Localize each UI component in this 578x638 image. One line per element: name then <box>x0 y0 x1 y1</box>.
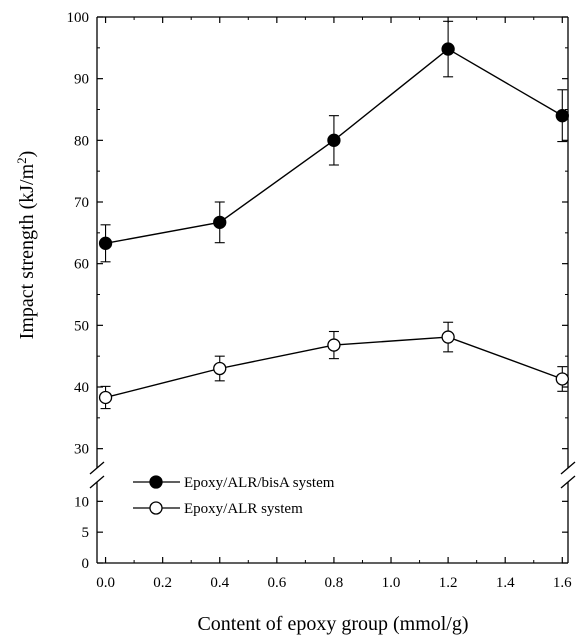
y-tick-label: 30 <box>74 442 89 458</box>
data-point <box>213 361 227 376</box>
x-tick-label: 0.4 <box>210 575 229 591</box>
series-epoxy-alr-bisa <box>98 20 569 263</box>
x-axis-title: Content of epoxy group (mmol/g) <box>197 613 468 635</box>
data-point <box>98 390 113 405</box>
axis-break-mark-left <box>89 461 105 475</box>
legend-item: Epoxy/ALR system <box>133 501 303 517</box>
y-tick-label: 50 <box>74 318 89 334</box>
series-layer <box>98 20 569 410</box>
y-tick-label: 5 <box>82 525 90 541</box>
y-axis-title-end: ) <box>16 151 38 158</box>
x-tick-label: 0.8 <box>325 575 344 591</box>
y-axis-ticks: 30 40 50 60 70 80 90 100 0 5 10 <box>67 10 568 572</box>
data-point <box>441 330 455 344</box>
data-point <box>555 109 569 123</box>
legend-marker <box>149 475 163 489</box>
y-tick-label: 70 <box>74 195 89 211</box>
legend-marker <box>149 501 163 515</box>
series-epoxy-alr <box>98 321 569 410</box>
data-point <box>555 372 569 386</box>
x-tick-label: 0.2 <box>153 575 172 591</box>
data-point <box>98 236 113 250</box>
legend: Epoxy/ALR/bisA system Epoxy/ALR system <box>133 475 335 517</box>
y-tick-label: 90 <box>74 72 89 88</box>
x-tick-label: 1.2 <box>439 575 458 591</box>
x-tick-label: 0.0 <box>96 575 115 591</box>
legend-item: Epoxy/ALR/bisA system <box>133 475 335 491</box>
y-tick-label: 100 <box>67 10 90 26</box>
x-tick-label: 1.0 <box>382 575 401 591</box>
y-axis-title-sup: 2 <box>14 157 29 164</box>
y-tick-label: 60 <box>74 257 89 273</box>
x-axis-ticks: 0.0 0.2 0.4 0.6 0.8 1.0 1.2 1.4 1.6 <box>96 17 572 591</box>
x-tick-label: 0.6 <box>267 575 286 591</box>
plot-frame <box>89 16 576 564</box>
axis-break-mark-left <box>89 475 105 489</box>
data-point <box>327 133 341 147</box>
data-point <box>441 42 455 56</box>
x-tick-label: 1.4 <box>496 575 515 591</box>
y-tick-label: 10 <box>74 494 89 510</box>
legend-label: Epoxy/ALR/bisA system <box>184 475 335 491</box>
y-tick-label: 0 <box>82 556 90 572</box>
y-tick-label: 40 <box>74 380 89 396</box>
data-point <box>327 338 341 352</box>
y-axis-title: Impact strength (kJ/m2) <box>14 151 39 340</box>
data-point <box>213 215 227 230</box>
axis-break-mark-right <box>560 461 576 475</box>
y-tick-label: 80 <box>74 133 89 149</box>
axis-break-mark-right <box>560 475 576 489</box>
x-tick-label: 1.6 <box>553 575 572 591</box>
y-axis-title-main: Impact strength (kJ/m <box>16 163 38 339</box>
legend-label: Epoxy/ALR system <box>184 501 303 517</box>
